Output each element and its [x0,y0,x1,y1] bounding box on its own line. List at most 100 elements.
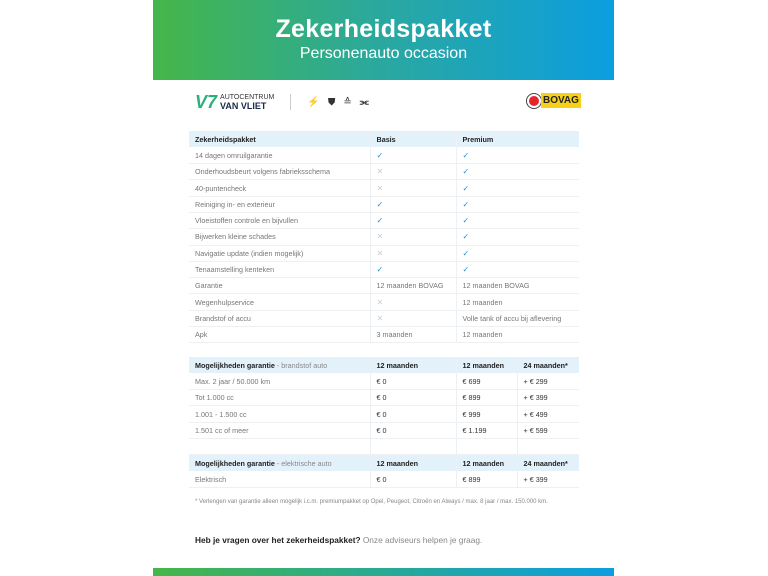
v7-logo-icon: V7 [195,91,218,112]
column-header: 12 maanden [456,357,518,374]
table-cell: Navigatie update (indien mogelijk) [189,245,371,262]
table-cell: € 0 [370,389,457,407]
table-cell: Apk [189,326,371,344]
page-title: Zekerheidspakket [275,15,492,43]
footnote: * Verlengen van garantie alleen mogelijk… [195,499,548,505]
check-cell: ✓ [456,245,579,262]
table-cell: 12 maanden [456,326,579,344]
table-row: 14 dagen omruilgarantie ✓ ✓ [189,147,579,165]
document: Zekerheidspakket Personenauto occasion V… [153,0,614,576]
cross-cell: ✕ [370,245,457,262]
question-rest: Onze adviseurs helpen je graag. [360,535,483,545]
table-row: Vloeistoffen controle en bijvullen ✓ ✓ [189,212,579,230]
question-bold: Heb je vragen over het zekerheidspakket? [195,535,361,545]
fuel-warranty-table: Mogelijkheden garantie - brandstof auto 1… [189,357,579,456]
table-cell: € 999 [456,405,518,423]
cross-icon: ✕ [376,313,384,323]
table-subtitle: - elektrische auto [274,458,332,468]
check-cell: ✓ [456,196,579,213]
table-row: Tot 1.000 cc € 0 € 899 + € 399 [189,389,579,407]
table-cell: Max. 2 jaar / 50.000 km [189,373,371,391]
cross-icon: ✕ [376,183,384,193]
column-header: Zekerheidspakket [189,131,371,148]
check-icon: ✓ [376,150,384,160]
table-row: Reiniging in- en exterieur ✓ ✓ [189,196,579,213]
check-cell: ✓ [456,163,579,181]
empty-cell [456,438,518,456]
table-title: Mogelijkheden garantie - elektrische aut… [189,455,371,472]
table-row: Bijwerken kleine schades ✕ ✓ [189,228,579,246]
check-icon: ✓ [462,265,470,275]
column-header: 12 maanden [370,455,457,472]
table-row [189,438,579,456]
check-icon: ✓ [376,199,384,209]
cross-icon: ✕ [376,167,384,177]
column-header: 12 maanden [370,357,457,374]
table-cell: € 0 [370,405,457,423]
check-cell: ✓ [370,196,457,213]
table-row: Elektrisch € 0 € 899 + € 399 [189,471,579,489]
column-header: 24 maanden* [517,357,579,374]
table-cell: 12 maanden BOVAG [370,277,457,295]
table-cell: + € 599 [517,422,579,439]
table-cell: € 899 [456,389,518,407]
table-cell: € 0 [370,422,457,439]
table-cell: Garantie [189,277,371,295]
table-cell: Volle tank of accu bij aflevering [456,310,579,328]
table-row: Tenaamstelling kenteken ✓ ✓ [189,261,579,279]
peugeot-logo-icon: ⛊ [327,96,336,108]
column-header: Basis [370,131,457,148]
bovag-label: BOVAG [541,93,581,108]
check-cell: ✓ [456,179,579,197]
check-icon: ✓ [462,183,470,193]
table-cell: Onderhoudsbeurt volgens fabrieksschema [189,163,371,181]
cross-cell: ✕ [370,179,457,197]
cross-icon: ✕ [376,232,384,242]
table-row: Apk 3 maanden 12 maanden [189,326,579,344]
check-icon: ✓ [462,150,470,160]
page-subtitle: Personenauto occasion [299,45,468,62]
table-cell: 14 dagen omruilgarantie [189,147,371,165]
table-cell: + € 499 [517,405,579,423]
check-icon: ✓ [462,232,470,242]
contact-question: Heb je vragen over het zekerheidspakket?… [195,535,482,545]
cross-cell: ✕ [370,293,457,311]
divider [290,94,292,110]
opel-logo-icon: ⚡ [307,96,320,108]
check-icon: ✓ [376,216,384,226]
check-icon: ✓ [462,199,470,209]
table-subtitle: - brandstof auto [274,360,328,370]
table-row: Wegenhulpservice ✕ 12 maanden [189,293,579,311]
table-cell: € 699 [456,373,518,391]
table-cell: € 1.199 [456,422,518,439]
cross-cell: ✕ [370,310,457,328]
check-cell: ✓ [370,261,457,279]
empty-cell [189,438,371,456]
table-cell: + € 399 [517,389,579,407]
citroen-logo-icon: ≙ [343,96,352,108]
table-row: 40-puntencheck ✕ ✓ [189,179,579,197]
header-row: Mogelijkheden garantie - brandstof auto 1… [189,357,579,374]
column-header: 24 maanden* [517,455,579,472]
table-cell: € 0 [370,471,457,489]
check-cell: ✓ [456,228,579,246]
table-row: 1.001 - 1.500 cc € 0 € 999 + € 499 [189,405,579,423]
table-cell: Reiniging in- en exterieur [189,196,371,213]
cross-cell: ✕ [370,228,457,246]
table-cell: + € 399 [517,471,579,489]
empty-cell [517,438,579,456]
check-cell: ✓ [456,212,579,230]
dealer-name-line1: AUTOCENTRUM [220,94,275,101]
table-cell: Tenaamstelling kenteken [189,261,371,279]
column-header: Premium [456,131,579,148]
table-row: Brandstof of accu ✕ Volle tank of accu bij… [189,310,579,328]
table-cell: € 0 [370,373,457,391]
table-cell: 3 maanden [370,326,457,344]
check-icon: ✓ [376,265,384,275]
table-row: Onderhoudsbeurt volgens fabrieksschema ✕ ✓ [189,163,579,181]
column-header: 12 maanden [456,455,518,472]
dealer-name-line2: VAN VLIET [220,101,267,111]
table-cell: 12 maanden [456,293,579,311]
table-cell: Tot 1.000 cc [189,389,371,407]
table-cell: Wegenhulpservice [189,293,371,311]
